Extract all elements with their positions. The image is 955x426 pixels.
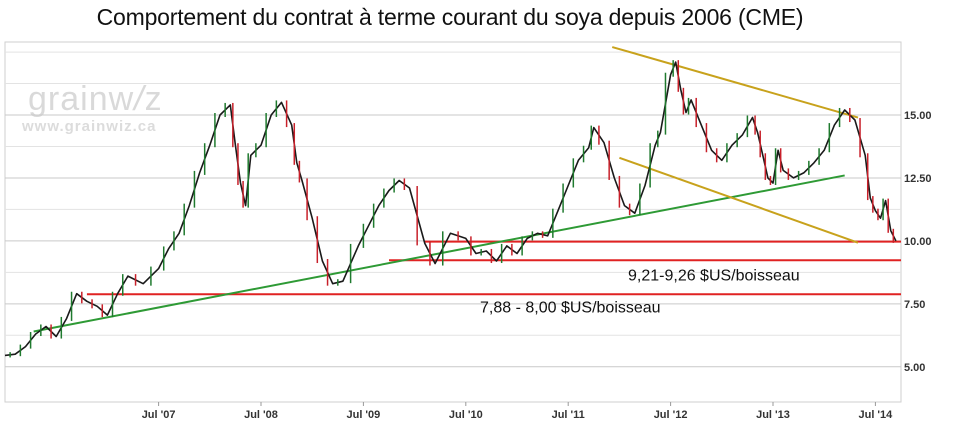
trend-line — [33, 174, 845, 333]
y-tick-label: 7.50 — [904, 299, 925, 311]
watermark-url: www.grainwiz.ca — [22, 118, 157, 135]
channel-line — [619, 156, 859, 244]
x-axis: Jul '07 Jul '08 Jul '09 Jul '10 Jul '11 Jul '… — [142, 402, 893, 421]
series-layer — [4, 60, 897, 358]
x-tick-label: Jul '07 — [142, 409, 176, 421]
y-axis: 5.00 7.50 10.00 12.50 15.00 — [904, 110, 932, 374]
watermark-brand: grainw/z — [28, 80, 163, 118]
x-tick-label: Jul '11 — [552, 409, 585, 421]
x-tick-label: Jul '09 — [346, 409, 380, 421]
x-tick-label: Jul '10 — [449, 409, 483, 421]
x-tick-label: Jul '13 — [756, 409, 790, 421]
price-series-line — [4, 61, 897, 357]
support-label: 9,21-9,26 $US/boisseau — [628, 267, 800, 284]
x-tick-label: Jul '12 — [654, 409, 688, 421]
annotation-lines — [33, 46, 901, 333]
support-label: 7,88 - 8,00 $US/boisseau — [480, 299, 661, 316]
y-tick-label: 12.50 — [904, 173, 932, 185]
channel-line — [611, 46, 859, 119]
x-tick-label: Jul '08 — [244, 409, 278, 421]
annotation-labels: 9,21-9,26 $US/boisseau 7,88 - 8,00 $US/bo… — [480, 267, 800, 316]
chart-title: Comportement du contrat à terme courant … — [96, 4, 804, 30]
y-tick-label: 15.00 — [904, 110, 932, 122]
y-tick-label: 5.00 — [904, 362, 925, 374]
y-tick-label: 10.00 — [904, 236, 932, 248]
x-tick-label: Jul '14 — [858, 409, 893, 421]
plot-frame — [4, 41, 902, 403]
